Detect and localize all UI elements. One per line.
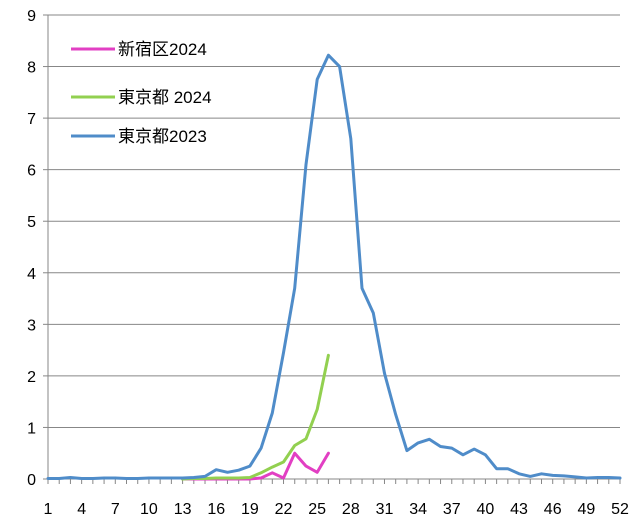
x-tick-label: 22 (275, 501, 293, 518)
x-tick-label: 28 (342, 501, 360, 518)
y-tick-label: 3 (27, 317, 36, 334)
y-tick-label: 5 (27, 214, 36, 231)
y-tick-label: 0 (27, 472, 36, 489)
legend-item: 東京都2023 (71, 127, 207, 146)
series-line-1 (181, 353, 330, 481)
x-tick-label: 49 (577, 501, 595, 518)
x-tick-label: 19 (241, 501, 259, 518)
x-tick-label: 40 (477, 501, 495, 518)
y-tick-label: 2 (27, 369, 36, 386)
x-tick-label: 10 (140, 501, 158, 518)
y-tick-label: 9 (27, 8, 36, 25)
legend-label: 東京都2023 (118, 127, 207, 146)
x-tick-label: 7 (111, 501, 120, 518)
legend-item: 新宿区2024 (71, 40, 207, 59)
x-tick-label: 16 (207, 501, 225, 518)
y-tick-label: 6 (27, 163, 36, 180)
gridlines (48, 14, 620, 428)
legend: 新宿区2024 東京都 2024 東京都2023 (71, 40, 212, 146)
x-tick-label: 1 (44, 501, 53, 518)
x-tick-label: 13 (174, 501, 192, 518)
y-tick-label: 1 (27, 420, 36, 437)
x-tick-label: 34 (409, 501, 427, 518)
x-tick-label: 25 (308, 501, 326, 518)
x-tick-label: 37 (443, 501, 461, 518)
legend-item: 東京都 2024 (71, 88, 212, 107)
y-tick-label: 7 (27, 111, 36, 128)
y-tick-label: 4 (27, 266, 36, 283)
legend-label: 新宿区2024 (118, 40, 207, 59)
x-tick-label: 43 (510, 501, 528, 518)
y-tick-label: 8 (27, 60, 36, 77)
x-tick-label: 4 (77, 501, 86, 518)
x-tick-label: 46 (544, 501, 562, 518)
series-line-2 (46, 53, 622, 480)
x-tick-label: 52 (611, 501, 629, 518)
series-lines (46, 53, 622, 481)
legend-label: 東京都 2024 (118, 88, 212, 107)
x-tick-label: 31 (376, 501, 394, 518)
